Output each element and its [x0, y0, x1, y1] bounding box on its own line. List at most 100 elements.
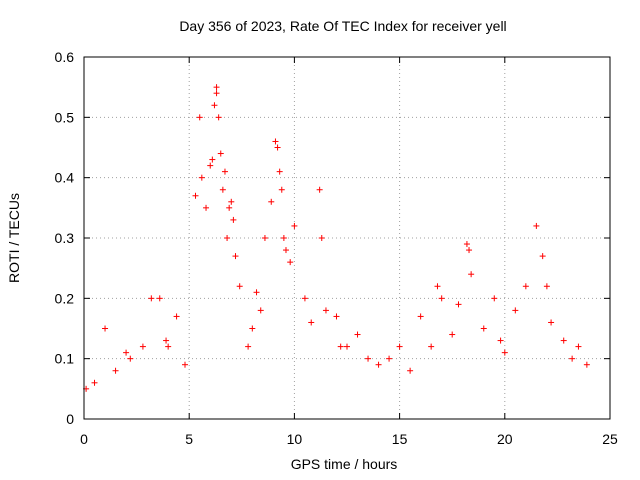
x-tick-label: 25 [602, 431, 618, 447]
y-axis-label: ROTI / TECUs [6, 193, 22, 283]
data-point [163, 337, 170, 344]
data-point [249, 325, 256, 332]
data-point [512, 307, 519, 314]
data-point [127, 355, 134, 362]
data-point [386, 355, 393, 362]
data-point [322, 307, 329, 314]
data-point [278, 186, 285, 193]
data-point [318, 235, 325, 241]
x-tick-label: 10 [287, 431, 303, 447]
data-point [272, 138, 279, 145]
data-point [480, 325, 487, 332]
data-point [245, 343, 252, 350]
data-point [344, 343, 350, 350]
data-point [282, 247, 289, 254]
data-point [181, 361, 188, 368]
data-point [396, 343, 403, 350]
data-point [276, 168, 283, 175]
data-point [569, 355, 576, 362]
data-point [91, 379, 98, 386]
data-point [209, 156, 216, 163]
data-point [539, 253, 546, 260]
data-point [522, 283, 529, 290]
data-point [213, 84, 220, 91]
data-point [196, 114, 203, 121]
data-point [203, 204, 210, 211]
data-point [560, 337, 567, 344]
data-point [575, 343, 582, 350]
data-point [491, 295, 498, 302]
data-point [230, 216, 237, 223]
y-tick-label: 0.3 [55, 230, 75, 246]
x-tick-label: 0 [80, 431, 88, 447]
y-tick-label: 0.4 [55, 170, 75, 186]
data-point [583, 361, 590, 368]
data-point [232, 253, 239, 260]
x-tick-label: 20 [497, 431, 513, 447]
data-point [449, 331, 456, 338]
data-point [316, 186, 323, 193]
data-point [407, 367, 414, 374]
data-point [236, 283, 243, 290]
data-point [291, 222, 298, 229]
data-point [274, 144, 281, 151]
data-point [224, 235, 231, 241]
data-point [139, 343, 146, 350]
x-tick-label: 5 [185, 431, 193, 447]
data-point [112, 367, 119, 374]
data-point [221, 168, 228, 175]
y-tick-label: 0.5 [55, 109, 75, 125]
data-point [213, 90, 220, 97]
data-point [308, 319, 315, 326]
data-point [333, 313, 340, 320]
data-point [543, 283, 550, 290]
data-point [301, 295, 308, 302]
data-point [463, 241, 470, 248]
data-point [375, 361, 382, 368]
data-point [280, 235, 287, 241]
data-point [257, 307, 264, 314]
y-tick-label: 0.2 [55, 290, 75, 306]
data-point [228, 198, 235, 205]
data-point [219, 186, 226, 193]
y-tick-label: 0 [66, 411, 74, 427]
y-tick-label: 0.1 [55, 351, 75, 367]
axis-ticks [83, 56, 611, 420]
y-tick-labels: 0 0.1 0.2 0.3 0.4 0.5 0.6 [55, 49, 75, 427]
data-point [434, 283, 441, 290]
x-tick-label: 15 [392, 431, 408, 447]
y-tick-label: 0.6 [55, 49, 75, 65]
data-points [83, 84, 590, 392]
data-point [215, 114, 222, 121]
data-point [217, 150, 224, 157]
data-point [354, 331, 361, 338]
data-point [533, 222, 540, 229]
data-point [468, 271, 475, 278]
grid-lines [84, 57, 610, 419]
data-point [501, 349, 508, 356]
data-point [211, 102, 218, 109]
data-point [148, 295, 155, 302]
data-point [466, 247, 473, 254]
data-point [287, 259, 294, 266]
data-point [156, 295, 163, 302]
data-point [428, 343, 435, 350]
data-point [226, 204, 233, 211]
data-point [268, 198, 275, 205]
data-point [548, 319, 555, 326]
chart-title: Day 356 of 2023, Rate Of TEC Index for r… [179, 18, 506, 34]
data-point [173, 313, 180, 320]
data-point [261, 235, 268, 241]
data-point [365, 355, 372, 362]
data-point [102, 325, 109, 332]
data-point [455, 301, 462, 308]
data-point [337, 343, 344, 350]
data-point [497, 337, 504, 344]
x-axis-label: GPS time / hours [291, 456, 398, 472]
data-point [198, 174, 205, 181]
data-point [207, 162, 214, 169]
x-tick-labels: 0 5 10 15 20 25 [80, 431, 618, 447]
data-point [253, 289, 260, 296]
